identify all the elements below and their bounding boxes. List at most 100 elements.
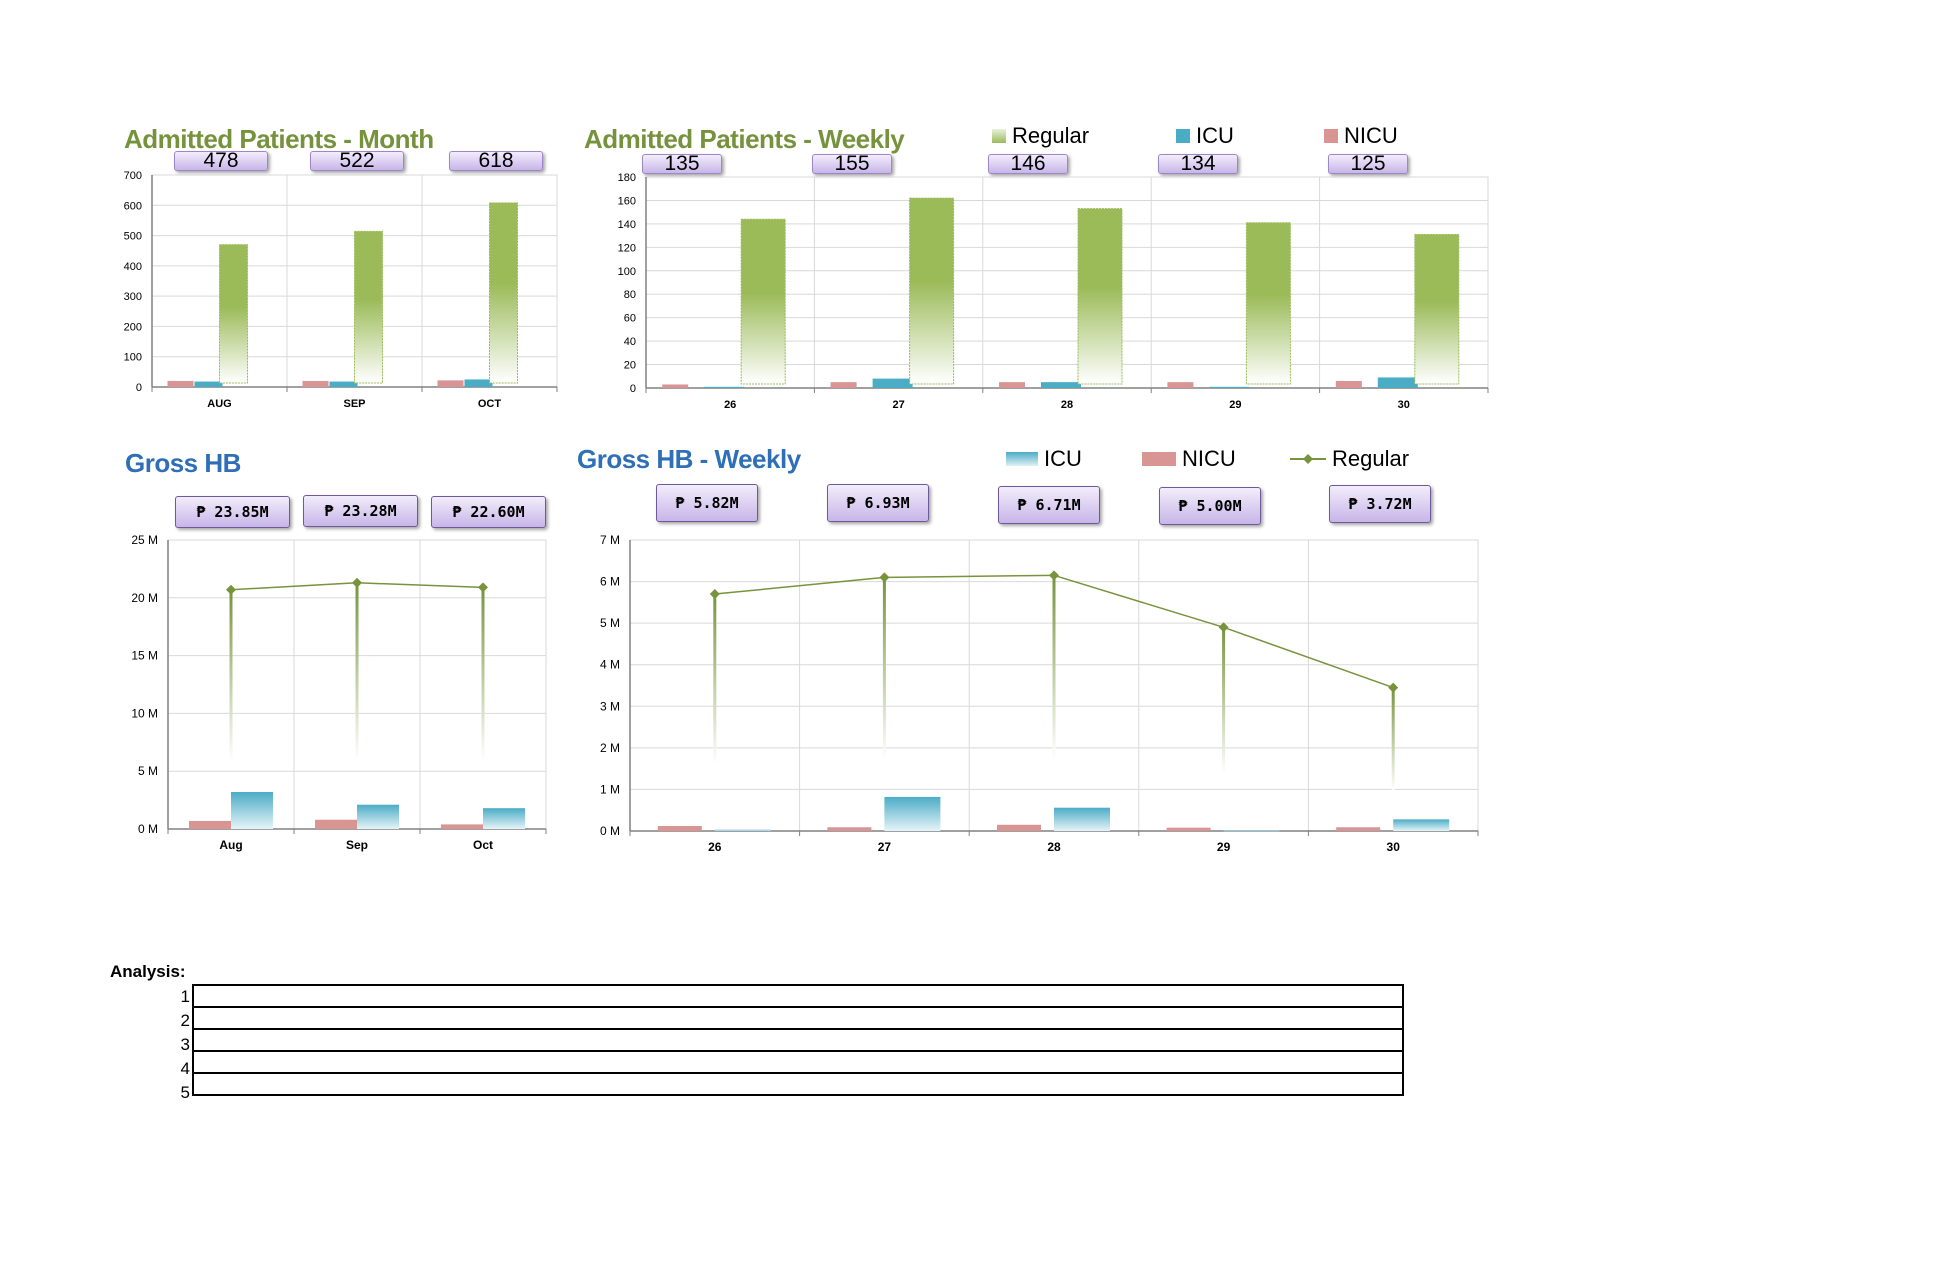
bar-icu bbox=[483, 808, 525, 829]
admitted-weekly-title: Admitted Patients - Weekly bbox=[584, 124, 905, 154]
bar-nicu bbox=[1335, 380, 1362, 388]
drop-line bbox=[481, 587, 485, 762]
y-tick-label: 40 bbox=[624, 336, 636, 348]
x-tick-label: SEP bbox=[343, 398, 365, 410]
analysis-row-number: 5 bbox=[180, 1083, 190, 1102]
amount-badge: ₱ 22.60M bbox=[431, 496, 546, 528]
bar-regular bbox=[219, 244, 248, 384]
y-tick-label: 500 bbox=[124, 231, 142, 243]
data-point-regular bbox=[226, 584, 236, 595]
amount-badge: ₱ 5.82M bbox=[656, 484, 758, 522]
x-tick-label: 30 bbox=[1398, 399, 1410, 411]
bar-regular bbox=[489, 202, 518, 384]
amount-badge: ₱ 5.00M bbox=[1159, 487, 1261, 525]
bar-nicu bbox=[830, 382, 857, 388]
y-tick-label: 2 M bbox=[600, 741, 620, 755]
y-tick-label: 180 bbox=[618, 172, 636, 184]
drop-line bbox=[882, 577, 886, 760]
drop-line bbox=[1052, 575, 1056, 760]
analysis-row-5[interactable] bbox=[192, 1072, 1404, 1096]
bar-regular bbox=[909, 197, 955, 385]
y-tick-label: 80 bbox=[624, 289, 636, 301]
bar-nicu bbox=[437, 380, 464, 387]
y-tick-label: 7 M bbox=[600, 533, 620, 547]
x-tick-label: 27 bbox=[878, 840, 892, 854]
bar-nicu bbox=[189, 820, 233, 829]
y-tick-label: 140 bbox=[618, 219, 636, 231]
count-badge: 146 bbox=[988, 152, 1068, 175]
bar-icu bbox=[884, 796, 941, 831]
bar-regular bbox=[354, 230, 383, 384]
legend-label: ICU bbox=[1044, 446, 1082, 471]
bar-icu bbox=[464, 379, 493, 387]
y-tick-label: 0 bbox=[136, 382, 142, 394]
y-tick-label: 700 bbox=[124, 170, 142, 182]
y-tick-label: 6 M bbox=[600, 575, 620, 589]
data-point-regular bbox=[1049, 570, 1059, 581]
data-point-regular bbox=[478, 582, 488, 593]
amount-badge: ₱ 6.93M bbox=[827, 484, 929, 522]
y-tick-label: 60 bbox=[624, 313, 636, 325]
analysis-row-number: 3 bbox=[180, 1035, 190, 1054]
bar-icu bbox=[357, 804, 399, 829]
y-tick-label: 600 bbox=[124, 200, 142, 212]
drop-line bbox=[713, 594, 717, 765]
analysis-row-4[interactable] bbox=[192, 1050, 1404, 1074]
data-point-regular bbox=[879, 572, 890, 583]
bar-icu bbox=[1041, 382, 1081, 388]
y-tick-label: 5 M bbox=[600, 616, 620, 630]
analysis-row-3[interactable] bbox=[192, 1028, 1404, 1052]
x-tick-label: Sep bbox=[346, 838, 368, 852]
analysis-row-number: 2 bbox=[180, 1011, 190, 1030]
bar-icu bbox=[1377, 377, 1418, 388]
bar-icu bbox=[1223, 830, 1280, 832]
bar-nicu bbox=[1167, 382, 1194, 388]
analysis-table bbox=[192, 984, 1404, 1096]
legend-item-icu: ICU bbox=[1176, 123, 1234, 149]
bar-icu bbox=[329, 381, 358, 387]
gross-hb-weekly-title: Gross HB - Weekly bbox=[577, 444, 801, 474]
x-tick-label: 26 bbox=[724, 399, 736, 411]
bar-regular bbox=[1414, 233, 1460, 385]
bar-icu bbox=[714, 829, 771, 831]
bar-nicu bbox=[997, 824, 1041, 831]
legend-label: NICU bbox=[1182, 446, 1236, 471]
amount-badge: ₱ 6.71M bbox=[998, 486, 1100, 524]
analysis-row-number: 1 bbox=[180, 987, 190, 1006]
y-tick-label: 100 bbox=[618, 266, 636, 278]
analysis-label: Analysis: bbox=[110, 962, 186, 981]
y-tick-label: 20 M bbox=[131, 591, 158, 605]
analysis-row-2[interactable] bbox=[192, 1006, 1404, 1030]
amount-badge: ₱ 23.28M bbox=[303, 495, 418, 527]
bar-icu bbox=[1054, 807, 1110, 831]
analysis-row-1[interactable] bbox=[192, 984, 1404, 1008]
bar-nicu bbox=[1336, 827, 1381, 831]
data-point-regular bbox=[1388, 682, 1399, 693]
bar-nicu bbox=[827, 827, 872, 831]
data-point-regular bbox=[352, 577, 362, 588]
nicu-swatch-icon bbox=[1324, 129, 1338, 143]
drop-line bbox=[355, 582, 359, 761]
analysis-row-number: 4 bbox=[180, 1059, 190, 1078]
legend-item-nicu: NICU bbox=[1324, 123, 1398, 149]
x-tick-label: 29 bbox=[1229, 399, 1241, 411]
data-point-regular bbox=[709, 589, 720, 600]
bar-icu bbox=[231, 792, 273, 829]
amount-badge: ₱ 23.85M bbox=[175, 496, 290, 528]
bar-nicu bbox=[441, 824, 485, 829]
icu-swatch-icon bbox=[1006, 452, 1038, 466]
x-tick-label: 28 bbox=[1047, 840, 1061, 854]
bar-icu bbox=[1393, 819, 1450, 831]
x-tick-label: 26 bbox=[708, 840, 722, 854]
x-tick-label: Oct bbox=[473, 838, 493, 852]
bar-icu bbox=[872, 378, 913, 388]
admitted-month-title: Admitted Patients - Month bbox=[124, 124, 434, 154]
bar-icu bbox=[704, 386, 745, 388]
x-tick-label: 29 bbox=[1217, 840, 1231, 854]
bar-nicu bbox=[315, 819, 359, 829]
regular-line-icon bbox=[1290, 454, 1326, 464]
y-tick-label: 20 bbox=[624, 360, 636, 372]
data-point-regular bbox=[1218, 622, 1229, 633]
drop-line bbox=[1222, 627, 1226, 774]
